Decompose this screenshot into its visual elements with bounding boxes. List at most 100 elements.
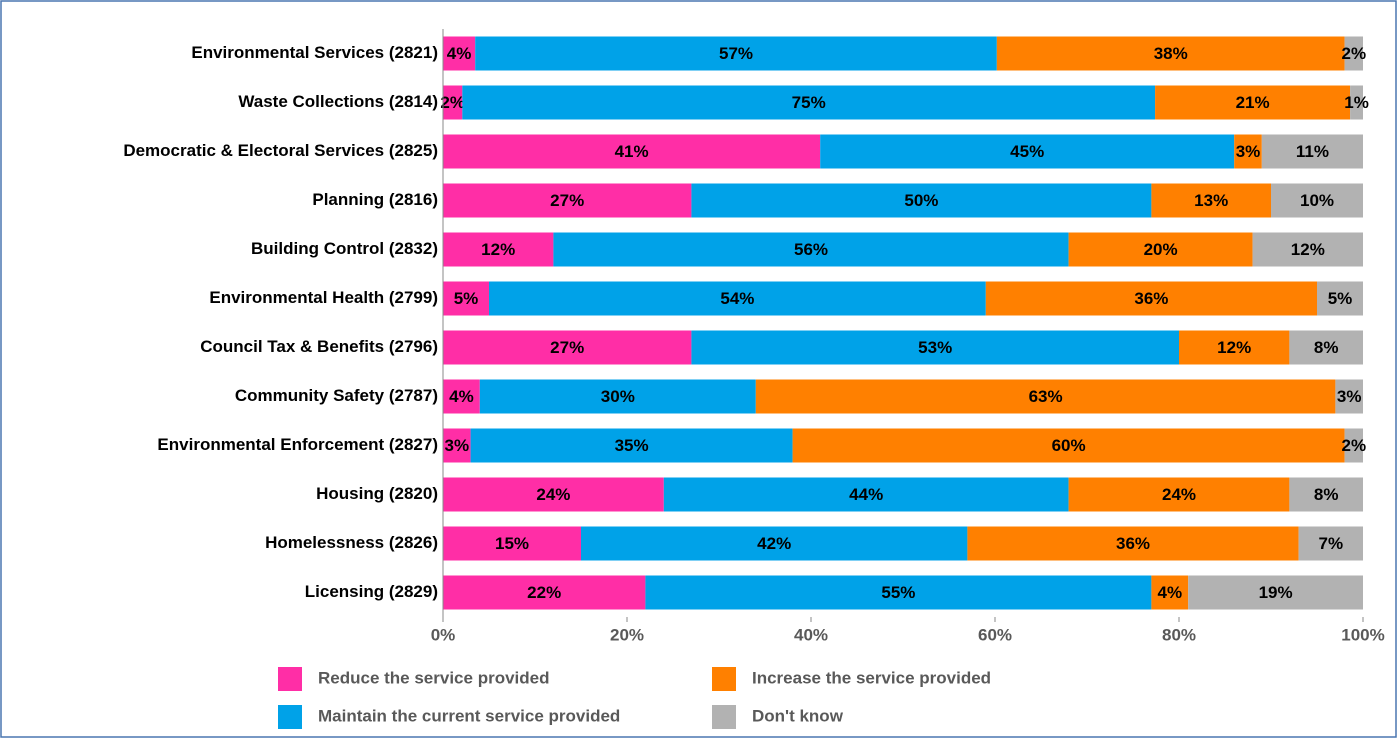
bar-segment [581,526,968,561]
bar-segment [1350,85,1363,120]
data-label: 3% [1236,142,1261,161]
bar-segment [691,330,1179,365]
data-label: 8% [1314,338,1339,357]
bar-segment [489,281,986,316]
category-label: Housing (2820) [316,484,438,503]
data-label: 42% [757,534,791,553]
bar-segment [1289,330,1363,365]
data-label: 75% [792,93,826,112]
bar-segment [1344,36,1363,71]
category-label: Homelessness (2826) [265,533,438,552]
data-label: 57% [719,44,753,63]
data-label: 21% [1236,93,1270,112]
legend-swatch [278,667,302,691]
data-label: 27% [550,338,584,357]
data-label: 50% [904,191,938,210]
bar-segment [1261,134,1363,169]
category-label: Council Tax & Benefits (2796) [200,337,438,356]
bar-segment [792,428,1345,463]
bar-segment [1317,281,1363,316]
bar-segment [443,379,480,414]
bar-segment [1234,134,1262,169]
bar-segment [443,428,471,463]
data-label: 45% [1010,142,1044,161]
bar-segment [645,575,1152,610]
bar-segment [663,477,1069,512]
legend-swatch [712,667,736,691]
bar-segment [443,477,664,512]
data-label: 35% [615,436,649,455]
data-label: 56% [794,240,828,259]
data-label: 63% [1029,387,1063,406]
data-label: 24% [536,485,570,504]
category-label: Environmental Services (2821) [191,43,438,62]
bar-segment [755,379,1336,414]
data-label: 2% [1342,44,1367,63]
data-label: 53% [918,338,952,357]
data-label: 4% [1158,583,1183,602]
data-label: 4% [449,387,474,406]
bar-segment [1188,575,1363,610]
data-label: 12% [1291,240,1325,259]
legend-label: Reduce the service provided [318,668,549,687]
bar-segment [443,281,489,316]
bar-segment [985,281,1317,316]
bar-segment [1335,379,1363,414]
data-label: 24% [1162,485,1196,504]
category-label: Environmental Health (2799) [209,288,438,307]
category-label: Environmental Enforcement (2827) [157,435,438,454]
category-label: Democratic & Electoral Services (2825) [123,141,438,160]
bar-segment [443,330,692,365]
data-label: 36% [1134,289,1168,308]
bar-segment [470,428,793,463]
bar-segment [443,232,554,267]
category-label: Licensing (2829) [305,582,438,601]
data-label: 3% [445,436,470,455]
bar-segment [1289,477,1363,512]
data-label: 55% [881,583,915,602]
data-label: 22% [527,583,561,602]
bar-segment [1179,330,1290,365]
data-label: 15% [495,534,529,553]
bar-segment [462,85,1156,120]
bar-segment [479,379,756,414]
bar-segment [1252,232,1363,267]
bar-segment [1155,85,1351,120]
x-tick-label: 0% [431,625,456,644]
bar-segment [996,36,1345,71]
data-label: 10% [1300,191,1334,210]
bar-segment [1344,428,1363,463]
legend-swatch [712,705,736,729]
bar-segment [443,575,646,610]
bar-segment [967,526,1299,561]
bar-segment [443,526,581,561]
bar-segment [1151,575,1189,610]
data-label: 13% [1194,191,1228,210]
x-tick-label: 40% [794,625,828,644]
data-label: 2% [440,93,465,112]
legend-label: Maintain the current service provided [318,706,620,725]
bar-segment [1298,526,1363,561]
data-label: 2% [1342,436,1367,455]
data-label: 4% [447,44,472,63]
data-label: 5% [454,289,479,308]
data-label: 60% [1052,436,1086,455]
x-tick-label: 20% [610,625,644,644]
x-tick-label: 100% [1341,625,1384,644]
bar-segment [443,183,692,218]
data-label: 12% [481,240,515,259]
bar-segment [443,134,821,169]
data-label: 3% [1337,387,1362,406]
data-label: 27% [550,191,584,210]
data-label: 7% [1319,534,1344,553]
legend-label: Increase the service provided [752,668,991,687]
category-label: Building Control (2832) [251,239,438,258]
data-label: 8% [1314,485,1339,504]
bar-segment [475,36,997,71]
data-label: 30% [601,387,635,406]
legend-swatch [278,705,302,729]
category-label: Waste Collections (2814) [238,92,438,111]
data-label: 20% [1144,240,1178,259]
